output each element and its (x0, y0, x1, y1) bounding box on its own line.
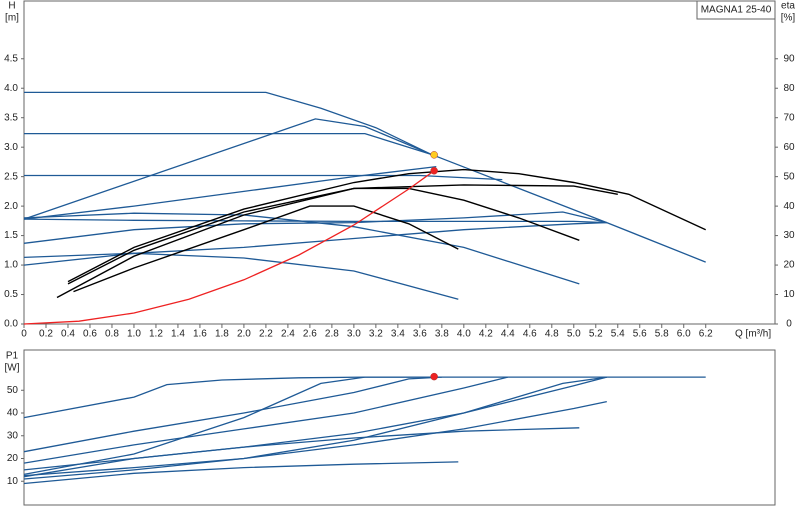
y-unit: [m] (5, 13, 19, 24)
curve (23, 400, 607, 477)
x-tick-label: 1.2 (149, 329, 163, 340)
x-tick-label: 6.2 (699, 329, 713, 340)
x-tick-label: 5.4 (611, 329, 625, 340)
x-tick-label: 1.0 (127, 329, 141, 340)
y-label: H (8, 1, 15, 12)
x-tick-label: 5.6 (633, 329, 647, 340)
curve (23, 427, 580, 478)
y-tick-label: 4.0 (4, 83, 18, 94)
x-tick-label: 3.0 (347, 329, 361, 340)
x-tick-label: 2.2 (259, 329, 273, 340)
x-tick-label: 5.0 (567, 329, 581, 340)
y2-tick-label: 40 (783, 201, 795, 212)
x-tick-label: 0.8 (105, 329, 119, 340)
operating-point (430, 151, 438, 159)
x-tick-label: 1.4 (171, 329, 185, 340)
y2-tick-label: 0 (786, 319, 792, 330)
curve (23, 376, 431, 419)
curve (23, 376, 607, 471)
x-tick-label: 2.8 (325, 329, 339, 340)
curve (67, 168, 706, 283)
curve (56, 187, 580, 299)
x-tick-label: 0.4 (61, 329, 75, 340)
y-tick-label: 40 (7, 408, 19, 419)
curve (23, 211, 607, 244)
curve (24, 132, 431, 155)
x-tick-label: 4.6 (523, 329, 537, 340)
x-tick-label: 2.4 (281, 329, 295, 340)
x-tick-label: 0.2 (39, 329, 53, 340)
y-tick-label: 3.5 (4, 112, 18, 123)
y2-label: eta (781, 1, 795, 12)
curve (23, 376, 508, 464)
y2-tick-label: 60 (783, 142, 795, 153)
x-tick-label: 3.6 (413, 329, 427, 340)
y-tick-label: 20 (7, 453, 19, 464)
y2-tick-label: 50 (783, 171, 795, 182)
x-tick-label: 3.2 (369, 329, 383, 340)
curve (23, 218, 607, 224)
y-tick-label: 4.5 (4, 53, 18, 64)
y2-tick-label: 30 (783, 230, 795, 241)
x-tick-label: 6.0 (677, 329, 691, 340)
y-tick-label: 0.5 (4, 289, 18, 300)
y-tick-label: 0.0 (4, 319, 18, 330)
y-tick-label: 1.5 (4, 230, 18, 241)
curve (23, 165, 437, 220)
x-tick-label: 3.4 (391, 329, 405, 340)
y-tick-label: 1.0 (4, 260, 18, 271)
chart-title: MAGNA1 25-40 (701, 5, 772, 16)
operating-point (430, 167, 438, 175)
y2-tick-label: 10 (783, 289, 795, 300)
operating-point (430, 372, 438, 381)
curve (23, 376, 607, 480)
x-tick-label: 4.4 (501, 329, 515, 340)
y-tick-label: 30 (7, 430, 19, 441)
x-tick-label: 1.6 (193, 329, 207, 340)
curve (23, 252, 459, 300)
curve (23, 212, 580, 285)
y-tick-label: 3.0 (4, 142, 18, 153)
y-tick-label: 50 (7, 385, 19, 396)
y-unit: [W] (5, 363, 20, 374)
x-tick-label: 0 (21, 329, 27, 340)
y2-unit: [%] (781, 13, 796, 24)
x-tick-label: 1.8 (215, 329, 229, 340)
top-plot-frame (23, 0, 776, 325)
curve (23, 170, 435, 325)
x-tick-label: 4.8 (545, 329, 559, 340)
y-tick-label: 2.5 (4, 171, 18, 182)
title-box (696, 0, 776, 20)
x-tick-label: 2.0 (237, 329, 251, 340)
y2-tick-label: 90 (783, 53, 795, 64)
y2-tick-label: 80 (783, 83, 795, 94)
x-tick-label: 0.6 (83, 329, 97, 340)
curve (73, 205, 459, 293)
x-tick-label: 3.8 (435, 329, 449, 340)
y2-tick-label: 20 (783, 260, 795, 271)
y-label: P1 (6, 351, 19, 362)
x-tick-label: 5.8 (655, 329, 669, 340)
y-tick-label: 10 (7, 476, 19, 487)
curve (23, 376, 442, 453)
curve (23, 118, 432, 220)
x-tick-label: 2.6 (303, 329, 317, 340)
curve (24, 174, 503, 181)
x-tick-label: 5.2 (589, 329, 603, 340)
x-tick-label: 4.0 (457, 329, 471, 340)
y-tick-label: 2.0 (4, 201, 18, 212)
curve (24, 91, 706, 263)
curve (23, 461, 459, 485)
x-label: Q [m³/h] (735, 329, 771, 340)
bottom-plot-frame (23, 349, 776, 506)
x-tick-label: 4.2 (479, 329, 493, 340)
y2-tick-label: 70 (783, 112, 795, 123)
